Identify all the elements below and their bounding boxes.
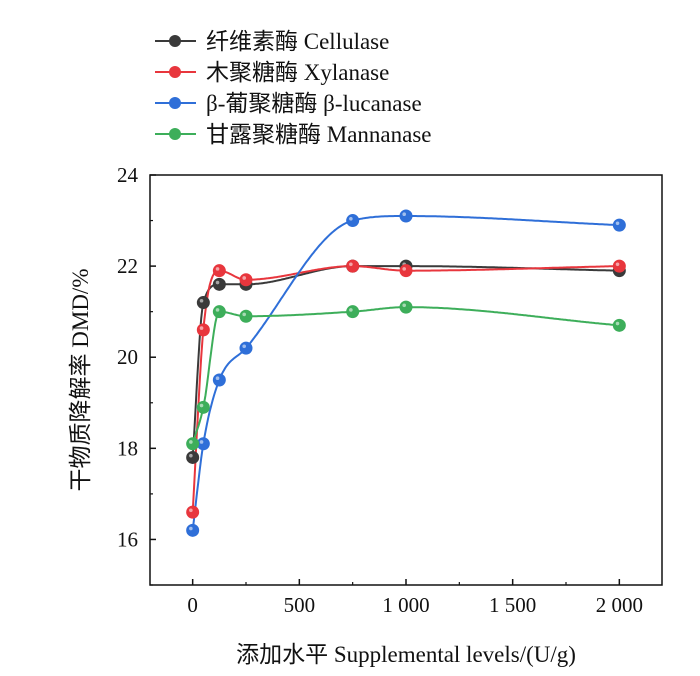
y-tick-label: 22: [117, 254, 138, 278]
data-point: [212, 277, 226, 291]
legend-label: 甘露聚糖酶 Mannanase: [206, 122, 432, 147]
data-point-highlight: [615, 321, 620, 326]
x-tick-label: 500: [284, 593, 316, 617]
fit-curve: [191, 265, 620, 458]
y-tick-label: 20: [117, 345, 138, 369]
y-axis-title: 干物质降解率 DMD/%: [68, 269, 93, 492]
data-point: [346, 305, 360, 319]
data-point: [346, 214, 360, 228]
legend-label: 木聚糖酶 Xylanase: [206, 60, 389, 85]
data-point: [612, 318, 626, 332]
y-tick-label: 18: [117, 436, 138, 460]
data-point-highlight: [402, 267, 407, 271]
plot-frame: [149, 174, 663, 586]
data-point-highlight: [215, 376, 220, 381]
data-point-highlight: [215, 267, 220, 271]
data-point-highlight: [242, 276, 246, 280]
data-point-highlight: [402, 303, 407, 308]
legend-label: 纤维素酶 Cellulase: [206, 29, 389, 54]
data-points: [186, 209, 626, 537]
legend-marker: [169, 35, 181, 47]
data-point: [196, 400, 210, 414]
data-point: [186, 437, 200, 451]
axes: 0 500 1 000 1 500 2 000 16 18 20 22 24: [117, 163, 643, 617]
data-point: [399, 264, 413, 278]
data-point-highlight: [189, 508, 193, 513]
legend-marker: [169, 66, 181, 78]
x-axis-title: 添加水平 Supplemental levels/(U/g): [236, 642, 576, 667]
legend-label: β-葡聚糖酶 β-lucanase: [206, 91, 422, 116]
x-tick-label: 1 500: [489, 593, 536, 617]
data-point-highlight: [349, 308, 353, 312]
x-tick-label: 1 000: [382, 593, 429, 617]
data-point: [239, 309, 253, 323]
data-point: [196, 323, 210, 337]
data-point: [186, 505, 200, 519]
data-point: [399, 209, 413, 223]
data-point: [212, 373, 226, 387]
data-point: [196, 296, 210, 310]
data-point-highlight: [199, 403, 204, 408]
data-point-highlight: [242, 312, 246, 317]
data-point-highlight: [189, 526, 193, 531]
y-tick-label: 24: [117, 163, 139, 187]
x-tick-label: 0: [187, 593, 198, 617]
data-point: [399, 300, 413, 314]
data-point: [212, 264, 226, 278]
data-point-highlight: [349, 216, 353, 221]
legend-marker: [169, 97, 181, 109]
data-point-highlight: [199, 326, 204, 330]
data-point-highlight: [615, 221, 620, 226]
data-point: [239, 273, 253, 287]
data-point-highlight: [242, 344, 246, 349]
data-point-highlight: [615, 262, 620, 267]
x-tick-label: 2 000: [596, 593, 643, 617]
data-point: [612, 218, 626, 232]
data-point-highlight: [199, 298, 204, 303]
data-point-highlight: [189, 453, 193, 458]
data-point-highlight: [215, 308, 220, 312]
data-point-highlight: [349, 262, 353, 267]
data-point-highlight: [402, 212, 407, 216]
data-point: [346, 259, 360, 273]
fit-curve: [191, 306, 620, 445]
legend: 纤维素酶 Cellulase 木聚糖酶 Xylanase β-葡聚糖酶 β-luca…: [155, 29, 432, 147]
data-point: [186, 450, 200, 464]
y-tick-label: 16: [117, 527, 138, 551]
data-point-highlight: [215, 280, 220, 285]
data-point-highlight: [199, 440, 204, 444]
data-point: [612, 259, 626, 273]
data-point: [186, 523, 200, 537]
data-point: [212, 305, 226, 319]
data-point-highlight: [189, 440, 193, 444]
data-point: [239, 341, 253, 355]
legend-marker: [169, 128, 181, 140]
